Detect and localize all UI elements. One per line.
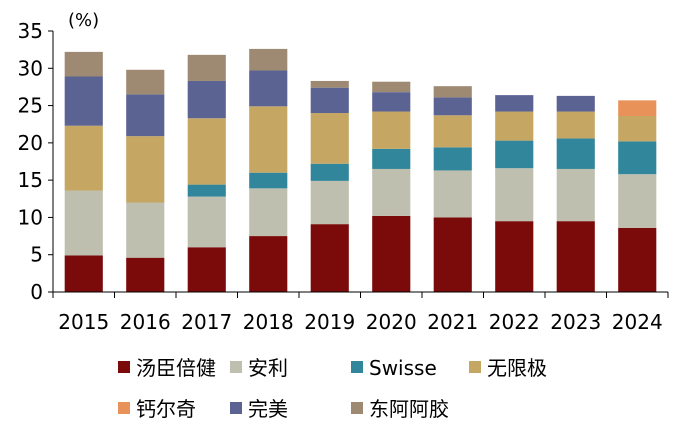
bar-segment-2019-s3 [310, 113, 349, 164]
bar-segment-2018-s2 [249, 172, 288, 189]
bar-segment-2023-s0 [556, 221, 595, 292]
bar-segment-2024-s1 [618, 174, 657, 228]
y-tick-label: 30 [18, 56, 43, 80]
bar-segment-2024-s2 [618, 141, 657, 175]
bar-segment-2016-s1 [126, 202, 165, 258]
bar-segment-2020-s1 [372, 168, 411, 216]
y-tick-label: 25 [18, 94, 43, 118]
bar-segment-2017-s2 [187, 184, 226, 197]
x-tick-label: 2015 [58, 310, 109, 334]
bar-segment-2015-s5 [64, 76, 103, 126]
y-tick-label: 0 [30, 280, 43, 304]
axes-group: 0 5 10 15 20 25 30 35 2015 2016 2017 2018 2019 2020 20… [18, 19, 669, 334]
legend-swatch [230, 402, 242, 414]
bar-segment-2020-s6 [372, 81, 411, 93]
bar-segment-2020-s5 [372, 92, 411, 112]
bar-segment-2023-s1 [556, 168, 595, 222]
bar-segment-2021-s3 [433, 115, 472, 148]
bar-segment-2018-s0 [249, 236, 288, 292]
bar-segment-2019-s6 [310, 80, 349, 88]
bar-segment-2016-s3 [126, 136, 165, 203]
x-tick-label: 2017 [181, 310, 232, 334]
bar-segment-2020-s0 [372, 215, 411, 292]
bar-segment-2021-s0 [433, 217, 472, 292]
bar-segment-2021-s6 [433, 86, 472, 98]
bar-segment-2017-s1 [187, 196, 226, 248]
x-tick-label: 2022 [489, 310, 540, 334]
bar-segment-2019-s0 [310, 224, 349, 292]
bar-segment-2017-s6 [187, 54, 226, 81]
bar-segment-2016-s0 [126, 257, 165, 292]
legend-label: 完美 [248, 397, 288, 421]
bar-segment-2020-s2 [372, 148, 411, 169]
bar-segment-2019-s1 [310, 180, 349, 225]
bar-segment-2023-s2 [556, 138, 595, 169]
bar-segment-2021-s1 [433, 170, 472, 218]
bar-segment-2018-s6 [249, 48, 288, 71]
bar-segment-2024-s3 [618, 116, 657, 142]
bar-segment-2024-s0 [618, 227, 657, 292]
bar-segment-2015-s3 [64, 125, 103, 191]
legend-swatch [118, 402, 130, 414]
legend-swatch [118, 361, 130, 373]
bar-segment-2016-s6 [126, 69, 165, 95]
y-axis-unit-label: (%) [68, 10, 99, 31]
legend-label: 钙尔奇 [136, 397, 196, 421]
x-tick-label: 2016 [120, 310, 171, 334]
x-tick-label: 2024 [612, 310, 663, 334]
bar-segment-2022-s0 [495, 221, 534, 292]
bar-segment-2017-s5 [187, 80, 226, 119]
y-tick-label: 10 [18, 205, 43, 229]
bar-segment-2018-s5 [249, 70, 288, 107]
bar-segment-2020-s3 [372, 111, 411, 149]
bar-segment-2024-s4 [618, 100, 657, 117]
legend-swatch [230, 361, 242, 373]
y-tick-label: 15 [18, 168, 43, 192]
bar-segment-2023-s5 [556, 95, 595, 112]
bar-segment-2021-s5 [433, 97, 472, 116]
legend-label: 安利 [248, 356, 288, 380]
legend-label: 东阿阿胶 [369, 397, 449, 421]
bar-segment-2018-s1 [249, 188, 288, 237]
bar-segment-2015-s0 [64, 255, 103, 292]
bar-segment-2022-s2 [495, 140, 534, 169]
bar-segment-2022-s1 [495, 168, 534, 222]
bar-segment-2017-s3 [187, 118, 226, 185]
bar-segment-2017-s0 [187, 247, 226, 292]
x-tick-label: 2020 [366, 310, 417, 334]
bar-segment-2022-s3 [495, 111, 534, 141]
bar-segment-2019-s2 [310, 163, 349, 181]
x-tick-label: 2023 [550, 310, 601, 334]
bar-segment-2022-s5 [495, 95, 534, 112]
y-tick-label: 35 [18, 19, 43, 43]
bar-segment-2016-s5 [126, 94, 165, 137]
y-tick-label: 20 [18, 131, 43, 155]
bar-stack-group [64, 48, 657, 292]
bar-segment-2015-s6 [64, 51, 103, 77]
x-tick-label: 2018 [243, 310, 294, 334]
legend-swatch [469, 361, 481, 373]
bar-segment-2019-s5 [310, 87, 349, 114]
x-tick-label: 2021 [427, 310, 478, 334]
x-tick-label: 2019 [304, 310, 355, 334]
bar-segment-2015-s1 [64, 190, 103, 256]
y-tick-label: 5 [30, 243, 43, 267]
legend-label: Swisse [369, 356, 437, 380]
legend-swatch [351, 402, 363, 414]
legend-swatch [351, 361, 363, 373]
bar-segment-2018-s3 [249, 106, 288, 173]
bar-segment-2023-s3 [556, 111, 595, 139]
legend-label: 无限极 [487, 356, 547, 380]
bar-segment-2021-s2 [433, 147, 472, 171]
legend-label: 汤臣倍健 [136, 356, 216, 380]
